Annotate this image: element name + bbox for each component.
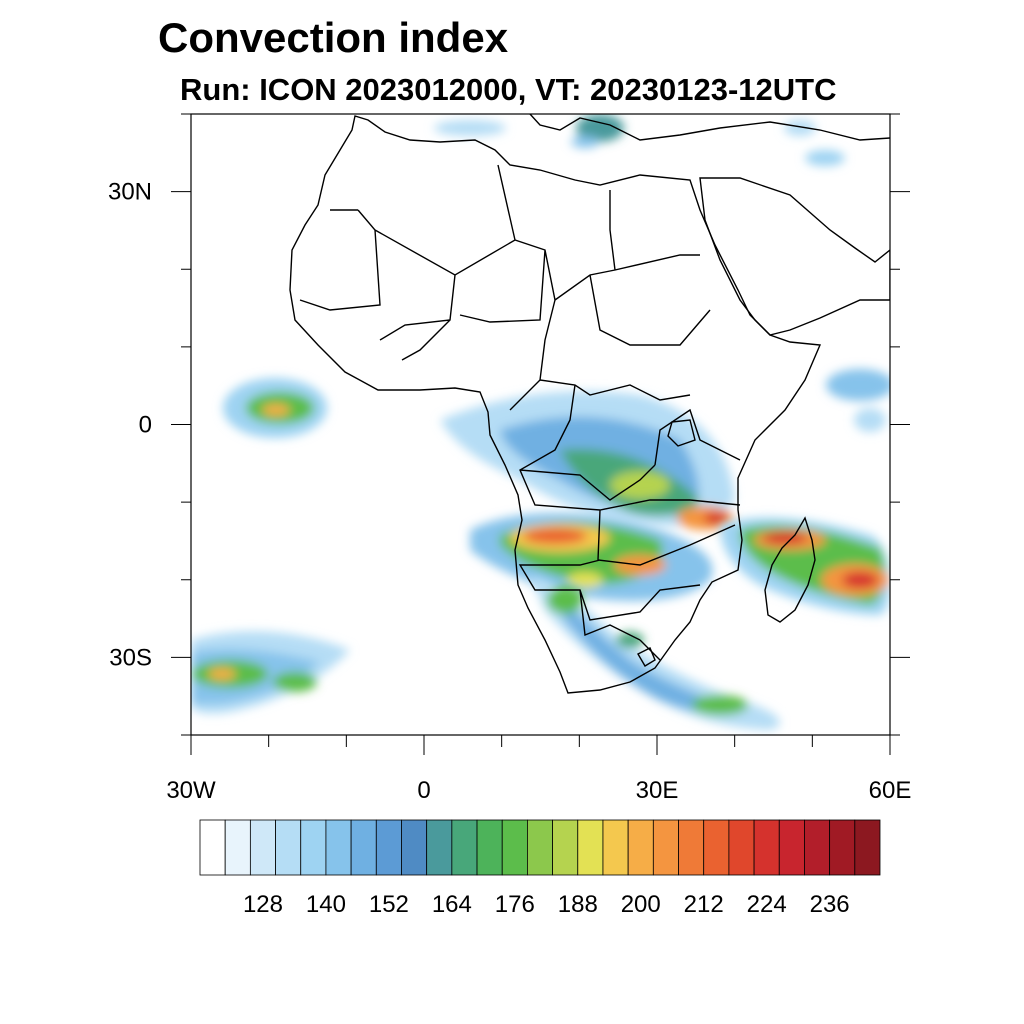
colorbar-swatch [527,819,553,876]
colorbar-swatch [350,819,377,876]
europe-coast [529,114,890,141]
x-tick-label: 30E [636,777,679,804]
colorbar-swatch [199,819,226,876]
colorbar-label: 128 [243,891,283,918]
colorbar-swatch [728,819,755,876]
colorbar-swatch [552,819,579,876]
colorbar-swatch [829,819,856,876]
map-title: Convection index [158,14,509,61]
colorbar-swatch [703,819,730,876]
border-lines [299,164,741,661]
colorbar-label: 164 [432,891,472,918]
y-tick-label: 0 [139,412,152,439]
colorbar-label: 200 [621,891,661,918]
axis-ticks [171,113,910,755]
angola-zambia-band [470,513,713,601]
colorbar-swatch [778,819,805,876]
axis-labels: 30W 0 30E 60E 30N 0 30S [108,179,911,804]
colorbar-swatch [275,819,302,876]
colorbar-swatch [401,819,428,876]
colorbar-swatch [300,819,327,876]
colorbar-label: 236 [810,891,850,918]
colorbar-swatch [224,819,251,876]
colorbar-label: 212 [684,891,724,918]
colorbar-swatch [602,819,629,876]
madagascar [764,516,816,623]
colorbar-swatch [753,819,780,876]
southern-africa-trough [530,575,780,730]
colorbar-label: 140 [306,891,346,918]
y-tick-label: 30N [108,179,152,206]
coastlines-and-borders [289,114,890,694]
africa-coastline [289,115,822,694]
lake-victoria [667,419,696,447]
colorbar-swatch [476,819,503,876]
colorbar-swatch [577,819,604,876]
colorbar-swatch [627,819,654,876]
x-tick-label: 60E [869,777,912,804]
colorbar-label: 176 [495,891,535,918]
central-africa-convection [440,391,735,530]
convection-field [191,114,890,730]
colorbar-label: 224 [747,891,787,918]
colorbar-label: 188 [558,891,598,918]
colorbar-swatch [426,819,453,876]
colorbar-swatch [249,819,276,876]
colorbar-swatch [854,819,881,876]
south-atlantic-system [191,631,350,714]
mediterranean-cells [434,114,845,166]
lesotho [637,647,656,667]
colorbar-swatch [451,819,478,876]
madagascar-system [720,517,890,615]
colorbar-swatch [804,819,831,876]
colorbar-swatch [501,819,528,876]
x-tick-label: 30W [166,777,216,804]
colorbar-swatch [375,819,402,876]
x-tick-label: 0 [417,777,430,804]
arabian-peninsula [699,177,890,336]
atlantic-equatorial-cell [223,378,327,438]
colorbar-swatch [325,819,352,876]
colorbar-swatch [678,819,705,876]
colorbar: 128 140 152 164 176 188 200 212 224 236 [199,819,881,918]
colorbar-label: 152 [369,891,409,918]
y-tick-label: 30S [109,644,152,671]
colorbar-swatch [652,819,679,876]
map-subtitle: Run: ICON 2023012000, VT: 20230123-12UTC [180,72,837,107]
indian-ocean-north [826,369,890,432]
